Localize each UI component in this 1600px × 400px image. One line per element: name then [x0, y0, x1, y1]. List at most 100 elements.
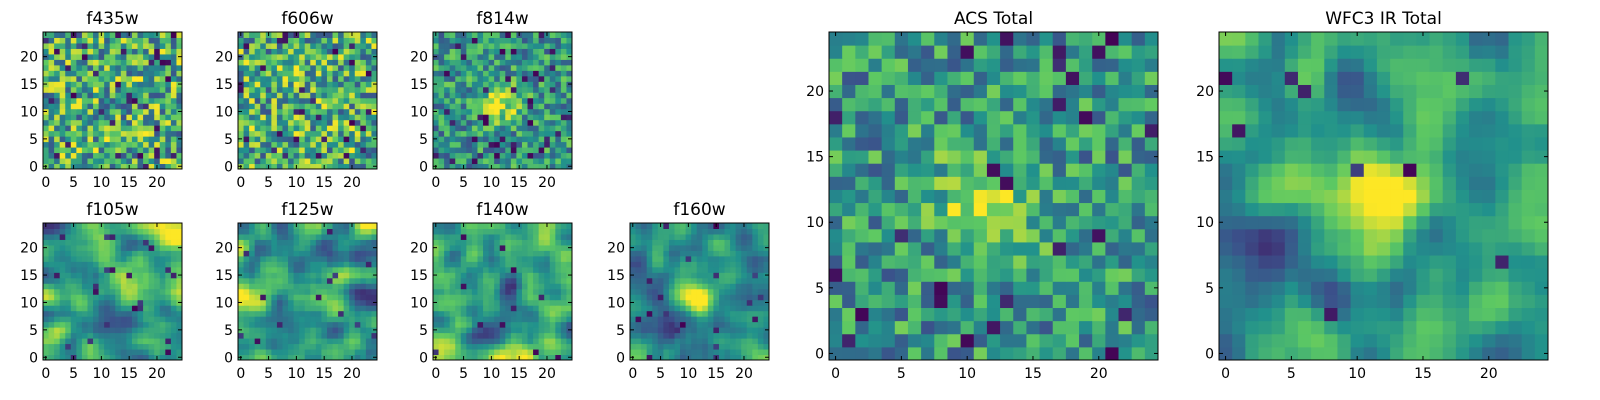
heatmap-cell — [477, 81, 484, 88]
heatmap-cell — [120, 250, 127, 257]
heatmap-cell — [947, 320, 962, 335]
heatmap-cell — [549, 81, 556, 88]
heatmap-cell — [43, 103, 50, 110]
heatmap-cell — [304, 119, 311, 126]
heatmap-cell — [271, 321, 278, 328]
heatmap-cell — [471, 86, 478, 93]
heatmap-cell — [81, 53, 88, 60]
heatmap-cell — [1079, 176, 1093, 190]
heatmap-cell — [455, 261, 462, 268]
heatmap-cell — [907, 215, 922, 230]
heatmap-cell — [70, 53, 77, 60]
heatmap-cell — [115, 114, 122, 121]
heatmap-cell — [444, 32, 451, 38]
heatmap-cell — [365, 136, 372, 143]
heatmap-cell — [104, 244, 111, 251]
heatmap-cell — [343, 136, 350, 143]
heatmap-cell — [735, 233, 742, 240]
heatmap-cell — [315, 261, 322, 268]
heatmap-cell — [54, 250, 61, 257]
heatmap-cell — [93, 119, 100, 126]
heatmap-cell — [143, 108, 150, 115]
heatmap-cell — [868, 268, 883, 282]
heatmap-cell — [315, 158, 322, 165]
heatmap-cell — [735, 299, 742, 306]
heatmap-cell — [455, 42, 462, 49]
heatmap-cell — [43, 321, 50, 328]
heatmap-cell — [757, 299, 764, 306]
heatmap-cell — [471, 288, 478, 295]
heatmap-cell — [137, 338, 144, 345]
heatmap-cell — [143, 250, 150, 257]
y-tick-label: 5 — [224, 132, 233, 148]
heatmap-cell — [707, 299, 714, 306]
heatmap-cell — [243, 305, 250, 312]
heatmap-cell — [724, 244, 731, 251]
heatmap-cell — [483, 288, 490, 295]
heatmap-cell — [724, 343, 731, 350]
heatmap-cell — [59, 261, 66, 268]
heatmap-cell — [104, 261, 111, 268]
heatmap-cell — [176, 255, 183, 262]
heatmap-cell — [170, 92, 177, 99]
heatmap-cell — [544, 70, 551, 77]
heatmap-cell — [691, 316, 698, 323]
heatmap-cell — [282, 92, 289, 99]
heatmap-cell — [87, 354, 94, 361]
heatmap-cell — [566, 294, 573, 301]
heatmap-cell — [538, 86, 545, 93]
heatmap-cell — [265, 239, 272, 246]
heatmap-cell — [70, 250, 77, 257]
heatmap-cell — [349, 75, 356, 82]
heatmap-cell — [881, 189, 896, 204]
heatmap-cell — [165, 103, 172, 110]
heatmap-cell — [371, 250, 378, 257]
heatmap-cell — [65, 349, 72, 356]
heatmap-cell — [282, 266, 289, 273]
heatmap-cell — [1013, 281, 1027, 295]
heatmap-cell — [635, 338, 642, 345]
heatmap-cell — [109, 147, 116, 154]
heatmap-cell — [652, 277, 659, 284]
heatmap-cell — [120, 277, 127, 284]
heatmap-cell — [560, 147, 567, 154]
heatmap-cell — [735, 305, 742, 312]
heatmap-cell — [527, 349, 534, 356]
heatmap-cell — [243, 283, 250, 290]
heatmap-cell — [460, 266, 467, 273]
heatmap-cell — [65, 332, 72, 339]
heatmap-cell — [288, 163, 295, 170]
heatmap-cell — [752, 354, 759, 361]
heatmap-cell — [315, 244, 322, 251]
heatmap-cell — [98, 37, 105, 44]
heatmap-cell — [65, 250, 72, 257]
heatmap-cell — [349, 310, 356, 317]
heatmap-cell — [343, 75, 350, 82]
heatmap-cell — [444, 114, 451, 121]
heatmap-cell — [471, 299, 478, 306]
heatmap-cell — [243, 233, 250, 240]
heatmap-cell — [360, 141, 367, 148]
heatmap-cell — [243, 32, 250, 38]
heatmap-cell — [1105, 307, 1120, 322]
heatmap-cell — [243, 125, 250, 132]
heatmap-cell — [533, 327, 540, 334]
heatmap-cell — [338, 327, 345, 334]
heatmap-cell — [143, 255, 150, 262]
heatmap-cell — [148, 125, 155, 132]
heatmap-cell — [48, 255, 55, 262]
heatmap-cell — [243, 294, 250, 301]
heatmap-cell — [516, 316, 523, 323]
heatmap-cell — [549, 114, 556, 121]
heatmap-cell — [533, 321, 540, 328]
heatmap-cell — [702, 310, 709, 317]
heatmap-cell — [176, 349, 183, 356]
heatmap-cell — [1105, 255, 1120, 269]
heatmap-cell — [668, 349, 675, 356]
heatmap-cell — [293, 48, 300, 55]
heatmap-cell — [365, 125, 372, 132]
heatmap-cell — [560, 321, 567, 328]
heatmap-cell — [249, 277, 256, 284]
heatmap-cell — [483, 48, 490, 55]
heatmap-cell — [131, 321, 139, 328]
